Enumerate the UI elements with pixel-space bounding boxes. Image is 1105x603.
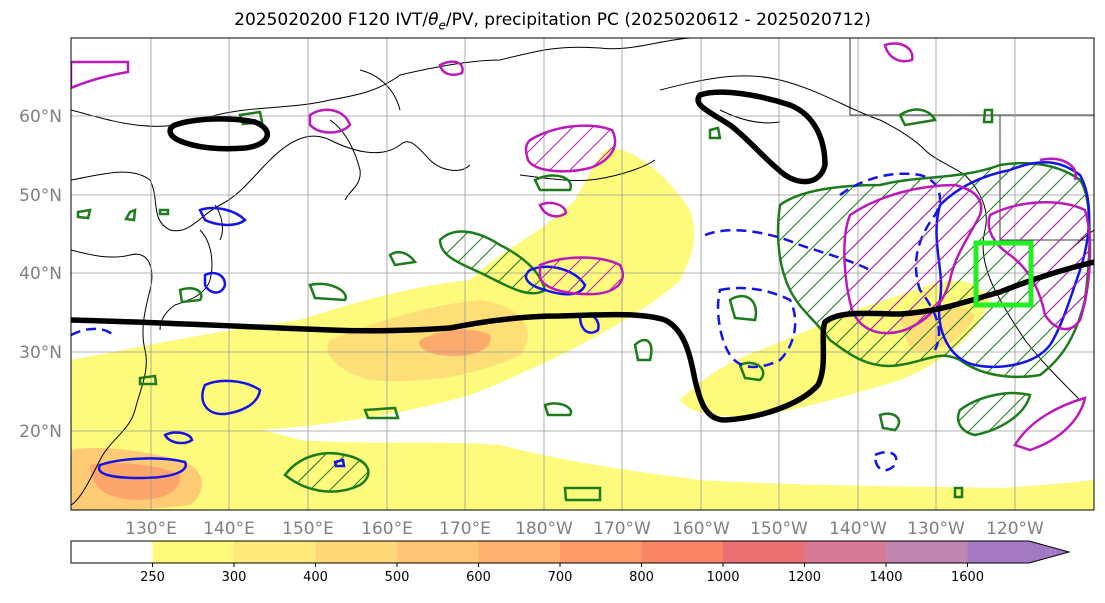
lon-label: 130°W xyxy=(907,519,965,539)
pv-contour-north xyxy=(695,89,828,185)
figure-title: 2025020200 F120 IVT/θe/PV, precipitation… xyxy=(234,10,871,33)
colorbar-tick-label: 500 xyxy=(385,570,410,585)
colorbar-segment xyxy=(641,541,724,563)
colorbar-tick-label: 1000 xyxy=(706,570,739,585)
ivt-band-tropics xyxy=(71,411,1094,510)
pv-contour xyxy=(71,89,1094,423)
blue-solid-west xyxy=(97,206,600,480)
colorbar-tick-label: 700 xyxy=(548,570,573,585)
colorbar-outline xyxy=(70,540,1071,564)
colorbar-segment xyxy=(560,541,642,563)
lon-label: 170°E xyxy=(439,519,491,539)
colorbar-tick-label: 1400 xyxy=(869,570,902,585)
lat-label: 20°N xyxy=(19,422,62,442)
colorbar-segment xyxy=(152,541,235,563)
colorbar-segment xyxy=(478,541,561,563)
pv-contour-nw xyxy=(167,116,270,152)
lon-axis: 130°E 140°E 150°E 160°E 170°E 180°W 170°… xyxy=(125,519,1044,539)
highlight-box xyxy=(973,240,1034,308)
lon-label: 120°W xyxy=(986,519,1044,539)
magenta-region-mid xyxy=(538,256,624,296)
magenta-region-ne xyxy=(987,200,1092,331)
lon-label: 130°E xyxy=(125,519,177,539)
lat-label: 40°N xyxy=(19,264,62,284)
colorbar-tick-label: 1600 xyxy=(951,570,984,585)
lon-label: 140°E xyxy=(203,519,255,539)
kamchatka-coast xyxy=(329,69,401,201)
lon-label: 160°E xyxy=(361,519,413,539)
green-region-se xyxy=(956,391,1032,437)
lon-label: 160°W xyxy=(672,519,730,539)
colorbar-segment xyxy=(71,541,153,563)
lat-label: 60°N xyxy=(19,107,62,127)
lon-label: 150°W xyxy=(750,519,808,539)
colorbar-segment xyxy=(234,541,316,563)
lon-label: 180°W xyxy=(515,519,573,539)
plot-frame xyxy=(70,37,1095,511)
colorbar-tick-label: 800 xyxy=(629,570,654,585)
lat-label: 50°N xyxy=(19,186,62,206)
magenta-region-east xyxy=(843,183,983,335)
pv-contour-main xyxy=(71,259,1094,423)
colorbar-segment xyxy=(886,541,968,563)
colorbar-tick-label: 1200 xyxy=(788,570,821,585)
lat-label: 30°N xyxy=(19,343,62,363)
colorbar-segment xyxy=(723,541,805,563)
magenta-contours xyxy=(71,42,1092,452)
ivt-core-tropic-inner xyxy=(90,463,181,500)
lon-label: 170°W xyxy=(593,519,651,539)
colorbar-tick-label: 300 xyxy=(222,570,247,585)
ivt-core-500 xyxy=(419,329,491,357)
ivt-band-subtropical xyxy=(71,148,695,430)
colorbar-tick-label: 600 xyxy=(466,570,491,585)
ivt-band-upper xyxy=(600,204,653,258)
colorbar-tick-label: 400 xyxy=(303,570,328,585)
colorbar-tick-label: 250 xyxy=(140,570,165,585)
green-region-s xyxy=(283,451,370,493)
lat-axis: 60°N 50°N 40°N 30°N 20°N xyxy=(19,107,62,442)
lon-label: 150°E xyxy=(282,519,334,539)
lon-label: 140°W xyxy=(829,519,887,539)
colorbar: 250 300 400 500 600 700 800 1000 1200 1400 1600 xyxy=(70,540,1071,585)
colorbar-segment xyxy=(315,541,398,563)
colorbar-segment xyxy=(804,541,887,563)
colorbar-segment xyxy=(397,541,479,563)
colorbar-extend-arrow xyxy=(967,541,1069,563)
magenta-region-alaska xyxy=(524,124,617,173)
